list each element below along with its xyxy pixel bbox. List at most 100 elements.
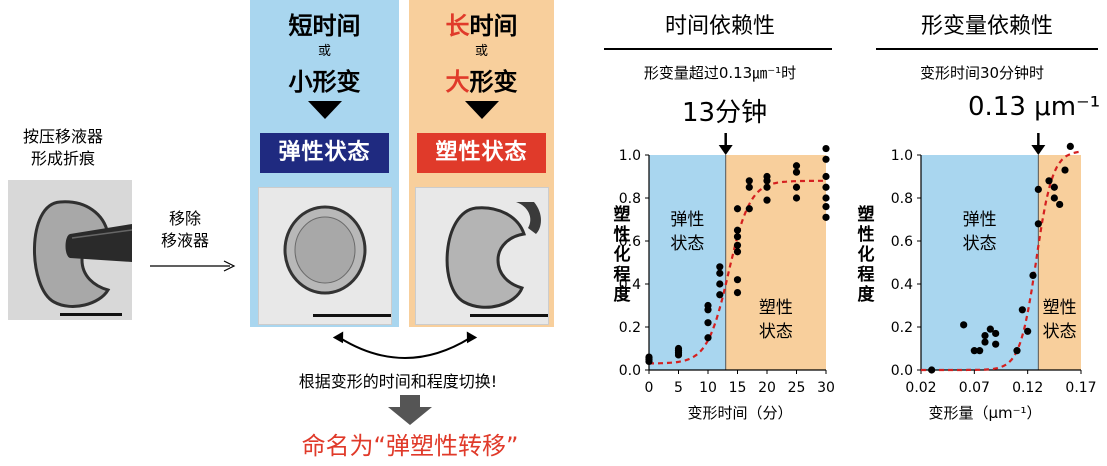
chart2-xlabel: 变形量（μm⁻¹） [928, 404, 1042, 422]
chart1-data-point [733, 226, 742, 234]
chart2-data-point [1024, 327, 1032, 335]
chart1-title-rule [604, 48, 832, 50]
plastic-or: 或 [474, 44, 488, 59]
chart1-data-point [733, 276, 742, 284]
curved-double-arrow-icon [332, 331, 478, 359]
chart1-ytick-label: 0.0 [619, 363, 641, 379]
chart2-ylabel-text: 塑性化程度 [857, 205, 875, 305]
chart2-plastic-label: 塑性 [1043, 298, 1077, 318]
chart2-xtick-label: 0.02 [905, 380, 936, 396]
chart2-data-point [1034, 220, 1042, 228]
chart2-data-point [1050, 183, 1058, 191]
elastic-line-3: 小形变 [288, 68, 361, 96]
chart2-data-point [981, 338, 989, 346]
chart1-data-point [763, 196, 771, 204]
chart1-data-point [704, 334, 712, 342]
chart1-data-point [716, 280, 724, 288]
remove-line-1: 移除 [168, 209, 201, 228]
chart2-data-point [1018, 306, 1026, 314]
chart2-data-point [986, 325, 994, 333]
chart2-data-point [992, 340, 1000, 348]
chart1-ytick-label: 0.8 [619, 191, 641, 207]
chart1-data-point [822, 172, 830, 181]
chart1-data-point [733, 205, 742, 213]
chart2-ytick-label: 0.4 [891, 277, 913, 293]
chart2-data-point [1050, 194, 1058, 202]
chart2-plastic-label: 状态 [1043, 322, 1077, 342]
chart2-data-point [981, 332, 989, 340]
chart2-data-point [1029, 271, 1037, 279]
chart2-ytick-label: 0.0 [891, 363, 913, 379]
chart2-annotation: 0.13 μm⁻¹ [968, 92, 1101, 122]
chart2-title-rule [876, 48, 1098, 50]
chart2-data-point [1056, 200, 1064, 209]
chart2-xtick-label: 0.07 [959, 380, 990, 396]
chart1-data-point [822, 155, 830, 163]
chart1-data-point [733, 289, 742, 297]
chart2-elastic-label: 弹性 [963, 210, 997, 230]
elastic-state-label: 弹性状态 [260, 133, 389, 173]
chart1-data-point [674, 347, 683, 355]
chart2-threshold-arrowhead [1031, 145, 1046, 155]
chart1-data-point [822, 144, 830, 153]
chart2-data-point [960, 321, 968, 329]
chart1-xtick-label: 20 [758, 380, 776, 396]
chart1-elastic-region [649, 155, 726, 370]
chart2-ylabel: 塑性化程度 [856, 205, 876, 305]
chart1-data-point [745, 177, 753, 185]
chart2-xtick-label: 0.17 [1065, 380, 1096, 396]
scale-bar [60, 313, 122, 316]
chart1-data-point [704, 301, 712, 310]
naming-text: 命名为“弹塑性转移” [301, 432, 519, 460]
chart2-data-point [1034, 185, 1042, 193]
plastic-line-1-red: 长 [445, 12, 470, 40]
chart2-data-point [1066, 142, 1074, 150]
chart2-data-point [1045, 177, 1053, 185]
chart1-data-point [822, 194, 830, 202]
chart1-plastic-region [725, 155, 826, 370]
remove-pipette-label: 移除 移液器 [150, 208, 220, 252]
plastic-cell-photo [415, 187, 549, 325]
down-triangle-icon [465, 101, 499, 119]
elastic-line-1: 短时间 [288, 12, 361, 40]
chart1-subtitle: 形变量超过0.13㎛⁻¹时 [643, 64, 797, 82]
chart1-data-point [792, 162, 801, 170]
chart1-data-point [716, 269, 724, 277]
chart2-data-point [976, 347, 984, 355]
left-caption: 按压移液器 形成折痕 [8, 126, 118, 170]
plastic-line-1-rest: 时间 [469, 12, 518, 40]
chart1-data-point [716, 263, 724, 271]
chart1-data-point [716, 291, 724, 299]
chart1-data-point [822, 183, 830, 191]
chart1-data-point [792, 183, 801, 191]
chart1-ylabel: 塑性化程度 [612, 205, 632, 305]
switch-text: 根据变形的时间和程度切换! [298, 372, 498, 391]
chart1-plastic-label: 状态 [759, 322, 793, 342]
chart1-xtick-label: 0 [645, 380, 654, 396]
chart2-elastic-region [921, 155, 1039, 370]
chart1-annotation: 13分钟 [682, 98, 768, 128]
chart2-ytick-label: 0.8 [891, 191, 913, 207]
chart2-data-point [970, 347, 978, 355]
chart1-data-point [733, 241, 742, 249]
chart1-plastic-label: 塑性 [759, 298, 793, 318]
chart1-xtick-label: 30 [817, 380, 835, 396]
plastic-panel: 长时间 或 大形变 塑性状态 [409, 0, 554, 327]
caption-line-2: 形成折痕 [30, 149, 95, 168]
plastic-line-3-red: 大 [445, 68, 470, 96]
elastic-panel: 短时间 或 小形变 弹性状态 [250, 0, 399, 327]
chart1-data-point [792, 168, 801, 176]
chart2-title: 形变量依赖性 [920, 14, 1053, 39]
chart1-threshold-arrowhead [718, 145, 733, 155]
chart1-data-point [822, 203, 830, 211]
chart2-xtick-label: 0.12 [1012, 380, 1043, 396]
elastic-cell-photo [258, 187, 392, 325]
right-arrow-icon [150, 260, 236, 272]
chart1-data-point [745, 183, 753, 191]
plastic-line-3-rest: 形变 [469, 68, 518, 96]
chart1-xtick-label: 10 [699, 380, 717, 396]
chart1-title: 时间依赖性 [664, 14, 775, 39]
chart1-data-point [763, 172, 771, 181]
